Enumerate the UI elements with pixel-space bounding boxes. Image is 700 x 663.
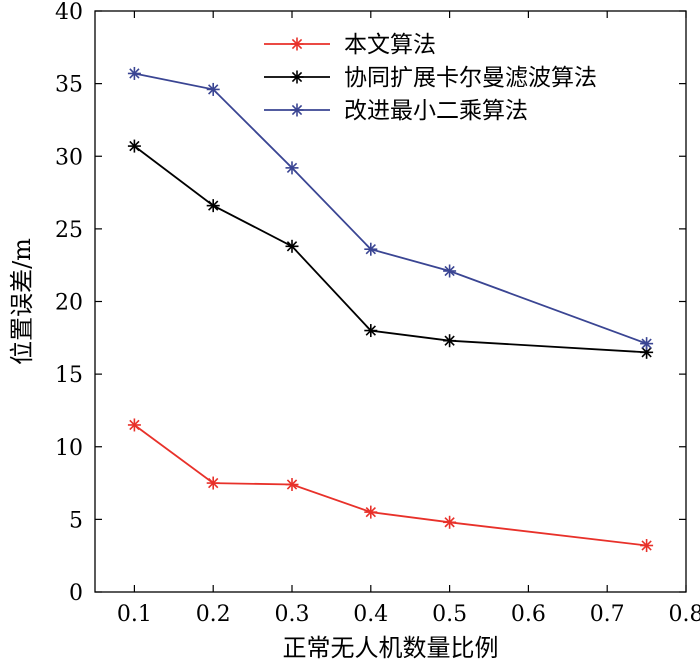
y-tick-label: 15	[55, 363, 83, 388]
x-axis-label: 正常无人机数量比例	[283, 634, 499, 662]
data-point-marker	[364, 242, 378, 256]
x-tick-label: 0.4	[353, 602, 388, 627]
data-point-marker	[640, 337, 654, 351]
data-point-marker	[206, 199, 220, 213]
data-point-marker	[640, 539, 654, 553]
y-tick-label: 25	[55, 218, 83, 243]
data-point-marker	[285, 239, 299, 253]
legend-label-3: 改进最小二乘算法	[344, 98, 528, 124]
y-tick-label: 10	[55, 436, 83, 461]
x-tick-label: 0.3	[275, 602, 310, 627]
series-line-2	[133, 145, 647, 354]
legend-marker	[290, 70, 304, 84]
y-tick-label: 30	[55, 145, 83, 170]
x-tick-label: 0.2	[196, 602, 231, 627]
legend-label-2: 协同扩展卡尔曼滤波算法	[344, 65, 597, 91]
legend-marker	[290, 37, 304, 51]
data-point-marker	[206, 476, 220, 490]
x-tick-label: 0.7	[590, 602, 625, 627]
axis-ticks: 0.1 0.2 0.3 0.4 0.5 0.6 0.7 0.8 0 5 10 15 20 25 30 35 40	[55, 0, 700, 627]
data-point-marker	[127, 66, 141, 80]
series-markers	[127, 66, 654, 553]
series-line-3	[134, 72, 647, 345]
plot-frame	[94, 10, 687, 593]
series-lines	[133, 72, 647, 547]
y-tick-label: 0	[69, 581, 83, 606]
x-tick-label: 0.5	[432, 602, 467, 627]
legend-marker	[290, 103, 304, 117]
x-tick-label: 0.6	[511, 602, 546, 627]
y-axis-label: 位置误差/m	[8, 238, 36, 365]
data-point-marker	[364, 324, 378, 338]
data-point-marker	[127, 139, 141, 153]
data-point-marker	[443, 515, 457, 529]
x-tick-label: 0.8	[669, 602, 700, 627]
y-tick-label: 5	[69, 508, 83, 533]
y-tick-label: 40	[55, 0, 83, 25]
data-point-marker	[127, 418, 141, 432]
data-point-marker	[285, 161, 299, 175]
series-line-1	[133, 424, 647, 547]
data-point-marker	[443, 264, 457, 278]
y-tick-label: 35	[55, 73, 83, 98]
data-point-marker	[206, 82, 220, 96]
data-point-marker	[364, 505, 378, 519]
y-tick-label: 20	[55, 291, 83, 316]
data-point-marker	[285, 478, 299, 492]
x-tick-label: 0.1	[117, 602, 152, 627]
legend-label-1: 本文算法	[344, 32, 436, 58]
data-point-marker	[443, 334, 457, 348]
